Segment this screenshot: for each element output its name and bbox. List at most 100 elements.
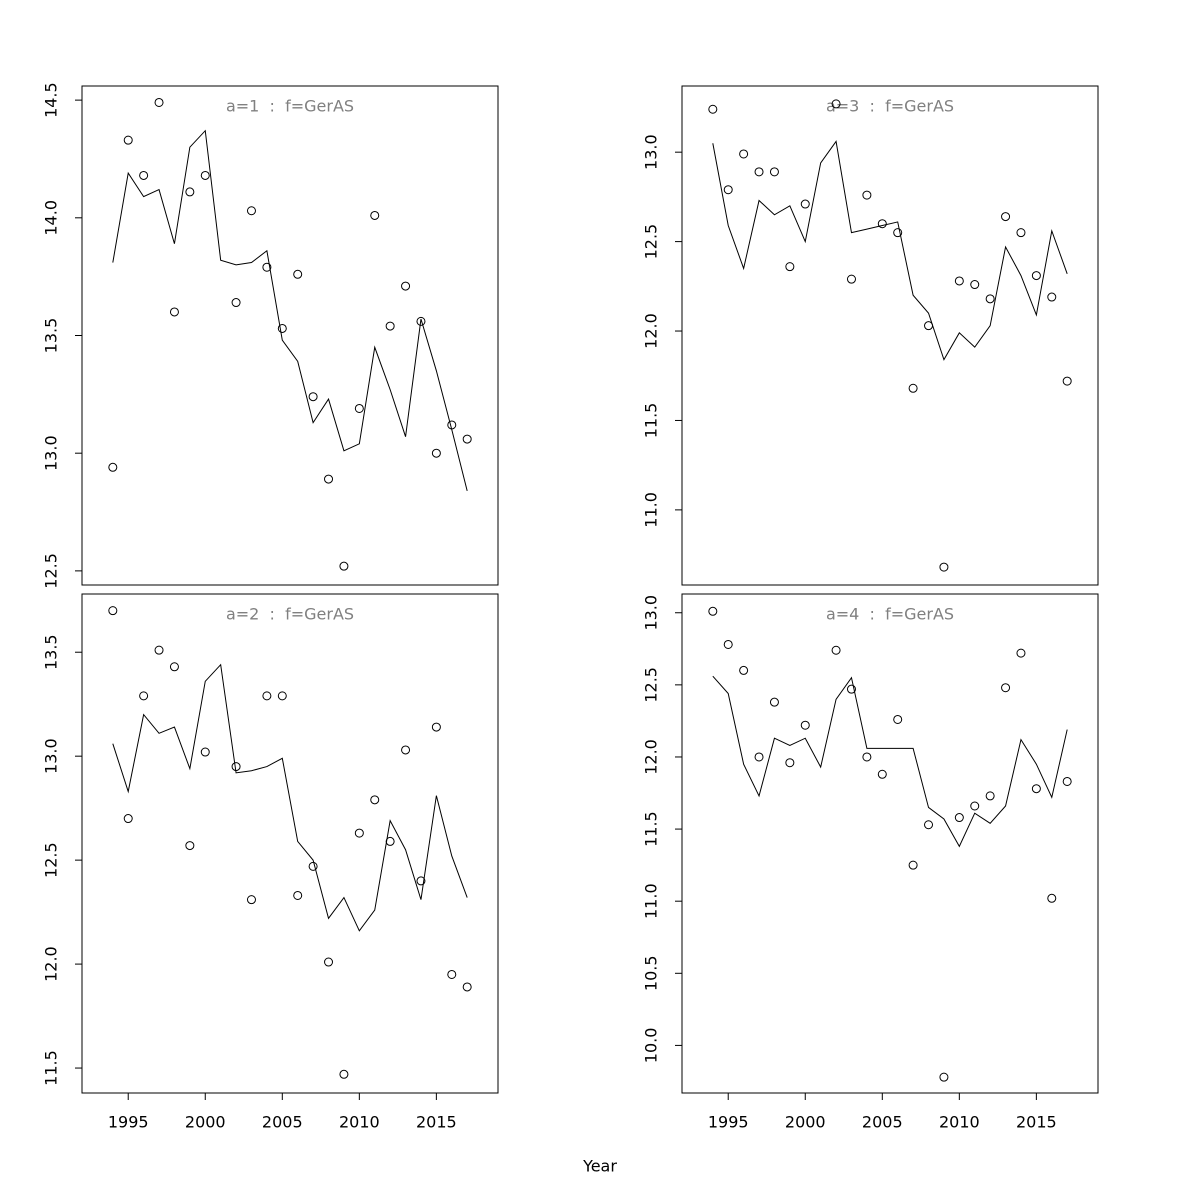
y-tick-label: 13.0 [42, 435, 61, 471]
x-tick-label: 2000 [785, 1113, 826, 1132]
x-tick-label: 2015 [1016, 1113, 1057, 1132]
data-point [108, 462, 118, 472]
data-point [723, 185, 733, 195]
data-point [1031, 271, 1041, 281]
data-point [370, 795, 380, 805]
data-point [324, 474, 334, 484]
data-point [447, 969, 457, 979]
data-point [846, 274, 856, 284]
data-point [739, 665, 749, 675]
data-point [1062, 776, 1072, 786]
data-point [1062, 376, 1072, 386]
data-point [831, 645, 841, 655]
data-point [154, 645, 164, 655]
x-tick-label: 2010 [939, 1113, 980, 1132]
data-point [139, 691, 149, 701]
y-tick-label: 12.5 [42, 553, 61, 589]
data-point [123, 135, 133, 145]
data-point [954, 813, 964, 823]
data-point [908, 860, 918, 870]
data-point [708, 104, 718, 114]
y-tick-label: 11.5 [42, 1050, 61, 1086]
data-point [800, 199, 810, 209]
y-tick-label: 11.0 [642, 883, 661, 919]
data-point [354, 828, 364, 838]
data-point [431, 448, 441, 458]
data-point [339, 1069, 349, 1079]
data-point [154, 97, 164, 107]
data-point [185, 187, 195, 197]
data-point [293, 890, 303, 900]
data-point [401, 745, 411, 755]
data-point [139, 170, 149, 180]
y-tick-label: 10.0 [642, 1028, 661, 1064]
fit-line [112, 663, 468, 932]
y-tick-label: 13.0 [642, 595, 661, 631]
y-tick-label: 11.0 [642, 492, 661, 528]
fit-line [712, 140, 1068, 361]
data-point [231, 298, 241, 308]
data-point [262, 691, 272, 701]
data-point [462, 434, 472, 444]
y-tick-label: 13.5 [42, 634, 61, 670]
x-axis-label: Year [582, 1157, 617, 1176]
panel-title: a=3 : f=GerAS [826, 97, 954, 116]
x-tick-label: 2010 [339, 1113, 380, 1132]
data-point [262, 262, 272, 272]
y-tick-label: 12.5 [642, 224, 661, 260]
data-point [123, 814, 133, 824]
data-point [739, 149, 749, 159]
data-point [1031, 784, 1041, 794]
data-point [293, 269, 303, 279]
data-point [754, 752, 764, 762]
data-point [785, 262, 795, 272]
data-point [877, 769, 887, 779]
y-tick-label: 11.5 [642, 811, 661, 847]
data-point [1047, 893, 1057, 903]
data-point [339, 561, 349, 571]
data-point [985, 791, 995, 801]
data-point [169, 307, 179, 317]
data-point [1016, 228, 1026, 238]
data-point [862, 752, 872, 762]
data-point [954, 276, 964, 286]
data-point [800, 720, 810, 730]
x-tick-label: 2000 [185, 1113, 226, 1132]
y-tick-label: 12.5 [642, 667, 661, 703]
data-point [924, 820, 934, 830]
y-tick-label: 14.5 [42, 82, 61, 118]
data-point [1016, 648, 1026, 658]
x-tick-label: 2005 [862, 1113, 903, 1132]
fit-line [712, 675, 1068, 848]
y-tick-label: 12.0 [642, 739, 661, 775]
data-point [277, 323, 287, 333]
data-point [831, 99, 841, 109]
data-point [385, 321, 395, 331]
data-point [401, 281, 411, 291]
x-tick-label: 1995 [708, 1113, 749, 1132]
data-point [862, 190, 872, 200]
data-point [785, 758, 795, 768]
data-point [1001, 212, 1011, 222]
data-point [708, 606, 718, 616]
panel-title: a=4 : f=GerAS [826, 605, 954, 624]
data-point [246, 206, 256, 216]
y-tick-label: 12.0 [642, 313, 661, 349]
panel-title: a=1 : f=GerAS [226, 97, 354, 116]
data-point [1047, 292, 1057, 302]
data-point [200, 747, 210, 757]
x-tick-label: 2005 [262, 1113, 303, 1132]
data-point [985, 294, 995, 304]
y-tick-label: 10.5 [642, 955, 661, 991]
data-point [108, 606, 118, 616]
x-tick-label: 2015 [416, 1113, 457, 1132]
data-point [939, 1072, 949, 1082]
data-point [877, 219, 887, 229]
data-point [754, 167, 764, 177]
data-point [370, 210, 380, 220]
data-point [277, 691, 287, 701]
data-point [246, 895, 256, 905]
data-point [462, 982, 472, 992]
